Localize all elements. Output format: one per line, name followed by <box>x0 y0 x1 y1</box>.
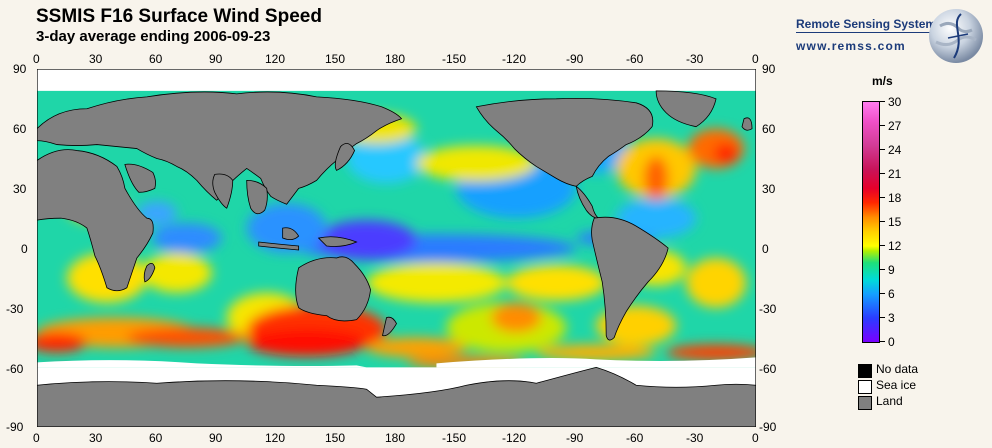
colorbar-tick <box>880 317 885 318</box>
colorbar-tick-label: 30 <box>888 95 902 109</box>
colorbar-tick <box>880 125 885 126</box>
legend-swatch-land <box>858 396 872 410</box>
lon-tick-label: 120 <box>265 431 286 445</box>
colorbar-unit: m/s <box>872 74 893 88</box>
legend-swatch-sea-ice <box>858 380 872 394</box>
colorbar-tick-label: 18 <box>888 191 902 205</box>
lon-tick-label: -120 <box>502 431 527 445</box>
colorbar-tick <box>880 173 885 174</box>
lon-tick-label: 0 <box>33 52 40 66</box>
colorbar-tick <box>880 221 885 222</box>
colorbar-tick-label: 3 <box>888 311 895 325</box>
lat-tick-label: -60 <box>6 362 24 376</box>
lon-tick-label: -60 <box>626 52 644 66</box>
lon-tick-label: -60 <box>626 431 644 445</box>
rss-name: Remote Sensing Systems <box>796 17 943 31</box>
lon-tick-label: 150 <box>325 431 346 445</box>
lat-tick-label: 90 <box>762 62 776 76</box>
colorbar <box>862 101 880 343</box>
legend-label-no-data: No data <box>876 362 919 376</box>
lat-tick-label: -30 <box>6 302 24 316</box>
lon-tick-label: 0 <box>752 52 759 66</box>
lon-tick-label: 0 <box>752 431 759 445</box>
lon-tick-label: -90 <box>566 52 584 66</box>
colorbar-tick-label: 21 <box>888 167 902 181</box>
map-subtitle: 3-day average ending 2006-09-23 <box>36 28 271 45</box>
lon-tick-label: -120 <box>502 52 527 66</box>
lon-tick-label: 0 <box>33 431 40 445</box>
lon-tick-label: -30 <box>686 431 704 445</box>
colorbar-tick <box>880 149 885 150</box>
lon-tick-label: -90 <box>566 431 584 445</box>
colorbar-tick <box>880 341 885 342</box>
lon-tick-label: 30 <box>89 52 103 66</box>
colorbar-tick-label: 6 <box>888 287 895 301</box>
lat-tick-label: 30 <box>762 182 776 196</box>
lon-tick-label: 180 <box>385 431 406 445</box>
lat-tick-label: 60 <box>762 122 776 136</box>
lon-tick-label: 60 <box>149 52 163 66</box>
lat-tick-label: 60 <box>13 122 27 136</box>
map-title: SSMIS F16 Surface Wind Speed <box>36 6 322 27</box>
lon-tick-label: -150 <box>442 52 467 66</box>
lon-tick-label: 180 <box>385 52 406 66</box>
lon-tick-label: 60 <box>149 431 163 445</box>
colorbar-tick-label: 0 <box>888 335 895 349</box>
globe-logo-icon <box>929 9 983 63</box>
legend-label-sea-ice: Sea ice <box>876 378 917 392</box>
legend-swatch-no-data <box>858 364 872 378</box>
rss-url: www.remss.com <box>796 39 906 53</box>
colorbar-tick-label: 24 <box>888 143 902 157</box>
lon-tick-label: 120 <box>265 52 286 66</box>
colorbar-tick <box>880 101 885 102</box>
lat-tick-label: 30 <box>13 182 27 196</box>
lon-tick-label: 90 <box>209 52 223 66</box>
lon-tick-label: -30 <box>686 52 704 66</box>
colorbar-tick <box>880 269 885 270</box>
lat-tick-label: 0 <box>21 242 28 256</box>
wind-speed-map <box>37 69 756 427</box>
colorbar-tick <box>880 197 885 198</box>
wind-field <box>37 113 756 369</box>
lat-tick-label: 0 <box>762 242 769 256</box>
colorbar-tick-label: 12 <box>888 239 902 253</box>
colorbar-tick <box>880 293 885 294</box>
legend-label-land: Land <box>876 394 903 408</box>
lat-tick-label: -30 <box>759 302 777 316</box>
lat-tick-label: 90 <box>13 62 27 76</box>
lon-tick-label: 30 <box>89 431 103 445</box>
colorbar-tick-label: 27 <box>888 119 902 133</box>
lat-tick-label: -60 <box>759 362 777 376</box>
lon-tick-label: 90 <box>209 431 223 445</box>
lon-tick-label: 150 <box>325 52 346 66</box>
lat-tick-label: -90 <box>6 420 24 434</box>
colorbar-tick-label: 15 <box>888 215 902 229</box>
colorbar-tick <box>880 245 885 246</box>
lon-tick-label: -150 <box>442 431 467 445</box>
rss-underline <box>796 32 946 33</box>
lat-tick-label: -90 <box>759 420 777 434</box>
land <box>37 90 756 427</box>
colorbar-tick-label: 9 <box>888 263 895 277</box>
